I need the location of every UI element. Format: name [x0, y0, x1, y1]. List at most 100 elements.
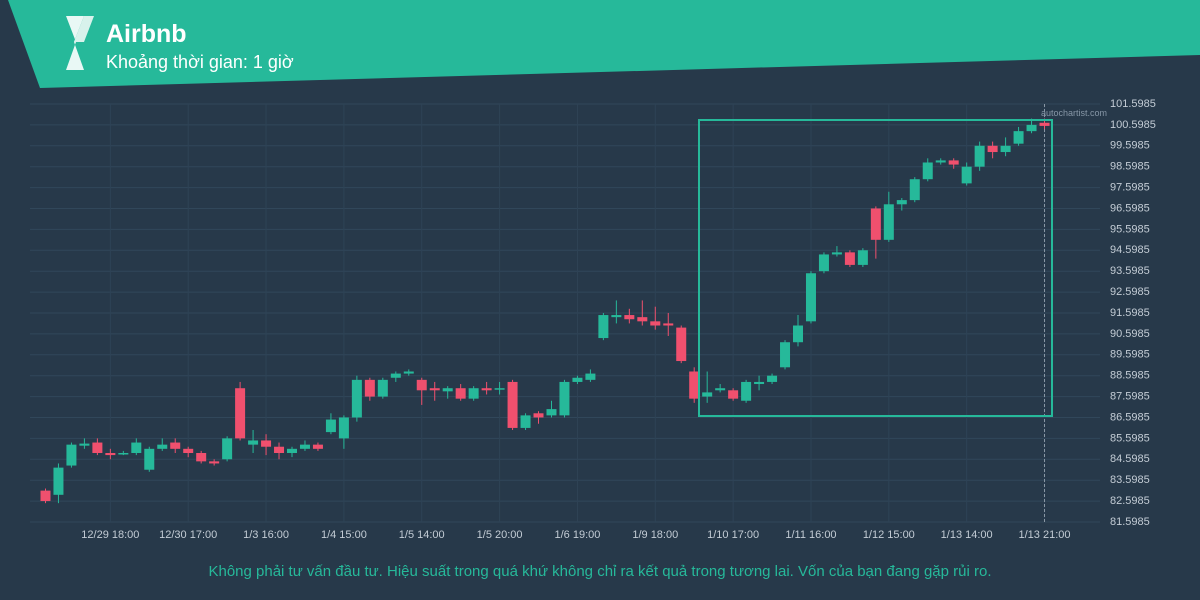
candle-body — [1026, 124, 1037, 132]
candle-body — [624, 315, 635, 320]
candle-body — [66, 444, 77, 466]
y-tick-label: 101.5985 — [1110, 98, 1156, 110]
candle-body — [79, 443, 90, 446]
candle-body — [546, 409, 557, 416]
candle-body — [209, 461, 220, 464]
candle-body — [53, 467, 64, 495]
candle-body — [637, 317, 648, 322]
candle-body — [611, 315, 622, 318]
candle-body — [857, 250, 868, 265]
candle-body — [287, 448, 297, 453]
x-tick-label: 1/6 19:00 — [554, 529, 600, 541]
y-tick-label: 99.5985 — [1110, 140, 1150, 152]
candle-body — [157, 444, 168, 449]
candle-body — [507, 381, 518, 428]
logo-part — [74, 16, 94, 42]
candle-body — [948, 160, 959, 165]
candle-body — [455, 388, 466, 399]
candle-body — [481, 388, 492, 391]
header-band — [8, 0, 1200, 88]
x-tick-label: 1/5 20:00 — [477, 529, 523, 541]
candle-body — [559, 381, 570, 416]
candle-body — [131, 442, 142, 453]
x-tick-label: 1/13 21:00 — [1019, 529, 1071, 541]
candle-body — [390, 373, 401, 378]
candle-body — [403, 371, 414, 374]
candle-body — [689, 371, 700, 399]
y-tick-label: 89.5985 — [1110, 349, 1150, 361]
x-tick-label: 1/10 17:00 — [707, 529, 759, 541]
y-tick-label: 92.5985 — [1110, 286, 1150, 298]
x-tick-label: 12/30 17:00 — [159, 529, 217, 541]
candle-body — [118, 452, 129, 455]
x-tick-label: 12/29 18:00 — [81, 529, 139, 541]
candle-body — [222, 438, 233, 460]
y-tick-label: 97.5985 — [1110, 182, 1150, 194]
candle-body — [338, 417, 349, 439]
candle-body — [793, 325, 803, 343]
candle-body — [650, 321, 661, 326]
candle-body — [1039, 122, 1050, 126]
candle-body — [299, 444, 310, 449]
candle-body — [780, 342, 791, 368]
candle-body — [364, 379, 375, 397]
candle-body — [1000, 145, 1011, 153]
candle-body — [598, 315, 609, 339]
candle-body — [442, 388, 453, 392]
candle-body — [818, 254, 829, 272]
y-tick-label: 86.5985 — [1110, 411, 1150, 423]
y-tick-label: 84.5985 — [1110, 453, 1150, 465]
x-tick-label: 1/11 16:00 — [785, 529, 836, 541]
candle-body — [961, 166, 972, 184]
chart-title: Airbnb — [106, 20, 187, 48]
candle-body — [922, 162, 933, 180]
y-tick-label: 88.5985 — [1110, 370, 1150, 382]
candle-body — [92, 442, 103, 453]
y-tick-label: 91.5985 — [1110, 307, 1150, 319]
y-tick-label: 87.5985 — [1110, 391, 1150, 403]
candle-body — [715, 388, 726, 391]
y-tick-label: 94.5985 — [1110, 244, 1150, 256]
candle-body — [805, 273, 816, 322]
candle-body — [987, 145, 998, 153]
candle-body — [40, 490, 51, 502]
y-tick-label: 93.5985 — [1110, 265, 1150, 277]
x-tick-label: 1/3 16:00 — [243, 529, 289, 541]
candle-body — [170, 442, 181, 449]
y-tick-label: 100.5985 — [1110, 119, 1156, 131]
candle-body — [416, 379, 427, 391]
candle-body — [183, 448, 194, 453]
plot-area: 81.5985 82.5985 83.5985 84.5985 85.5985 86.59… — [30, 98, 1156, 541]
candle-body — [728, 390, 739, 399]
x-tick-label: 1/4 15:00 — [321, 529, 367, 541]
y-tick-label: 98.5985 — [1110, 161, 1150, 173]
x-tick-label: 1/5 14:00 — [399, 529, 445, 541]
y-tick-label: 95.5985 — [1110, 223, 1150, 235]
x-tick-label: 1/12 15:00 — [863, 529, 915, 541]
candle-body — [974, 145, 985, 167]
candle-body — [494, 388, 505, 390]
logo — [66, 16, 84, 70]
y-tick-label: 90.5985 — [1110, 328, 1150, 340]
candle-body — [312, 444, 323, 449]
candle-body — [144, 448, 155, 470]
candle-body — [377, 379, 388, 397]
candle-body — [274, 446, 285, 453]
y-tick-label: 85.5985 — [1110, 432, 1150, 444]
y-tick-label: 81.5985 — [1110, 516, 1150, 528]
y-tick-label: 82.5985 — [1110, 495, 1150, 507]
candle-body — [105, 452, 116, 456]
candle-body — [429, 388, 440, 391]
candle-body — [754, 381, 765, 385]
candle-body — [351, 379, 362, 418]
candle-body — [572, 377, 583, 382]
y-tick-label: 96.5985 — [1110, 202, 1150, 214]
candle-body — [533, 413, 544, 418]
chart-subtitle: Khoảng thời gian: 1 giờ — [106, 52, 294, 72]
candle-body — [325, 419, 336, 433]
footnote: Không phải tư vấn đầu tư. Hiệu suất tron… — [208, 563, 991, 580]
x-tick-label: 1/13 14:00 — [941, 529, 993, 541]
